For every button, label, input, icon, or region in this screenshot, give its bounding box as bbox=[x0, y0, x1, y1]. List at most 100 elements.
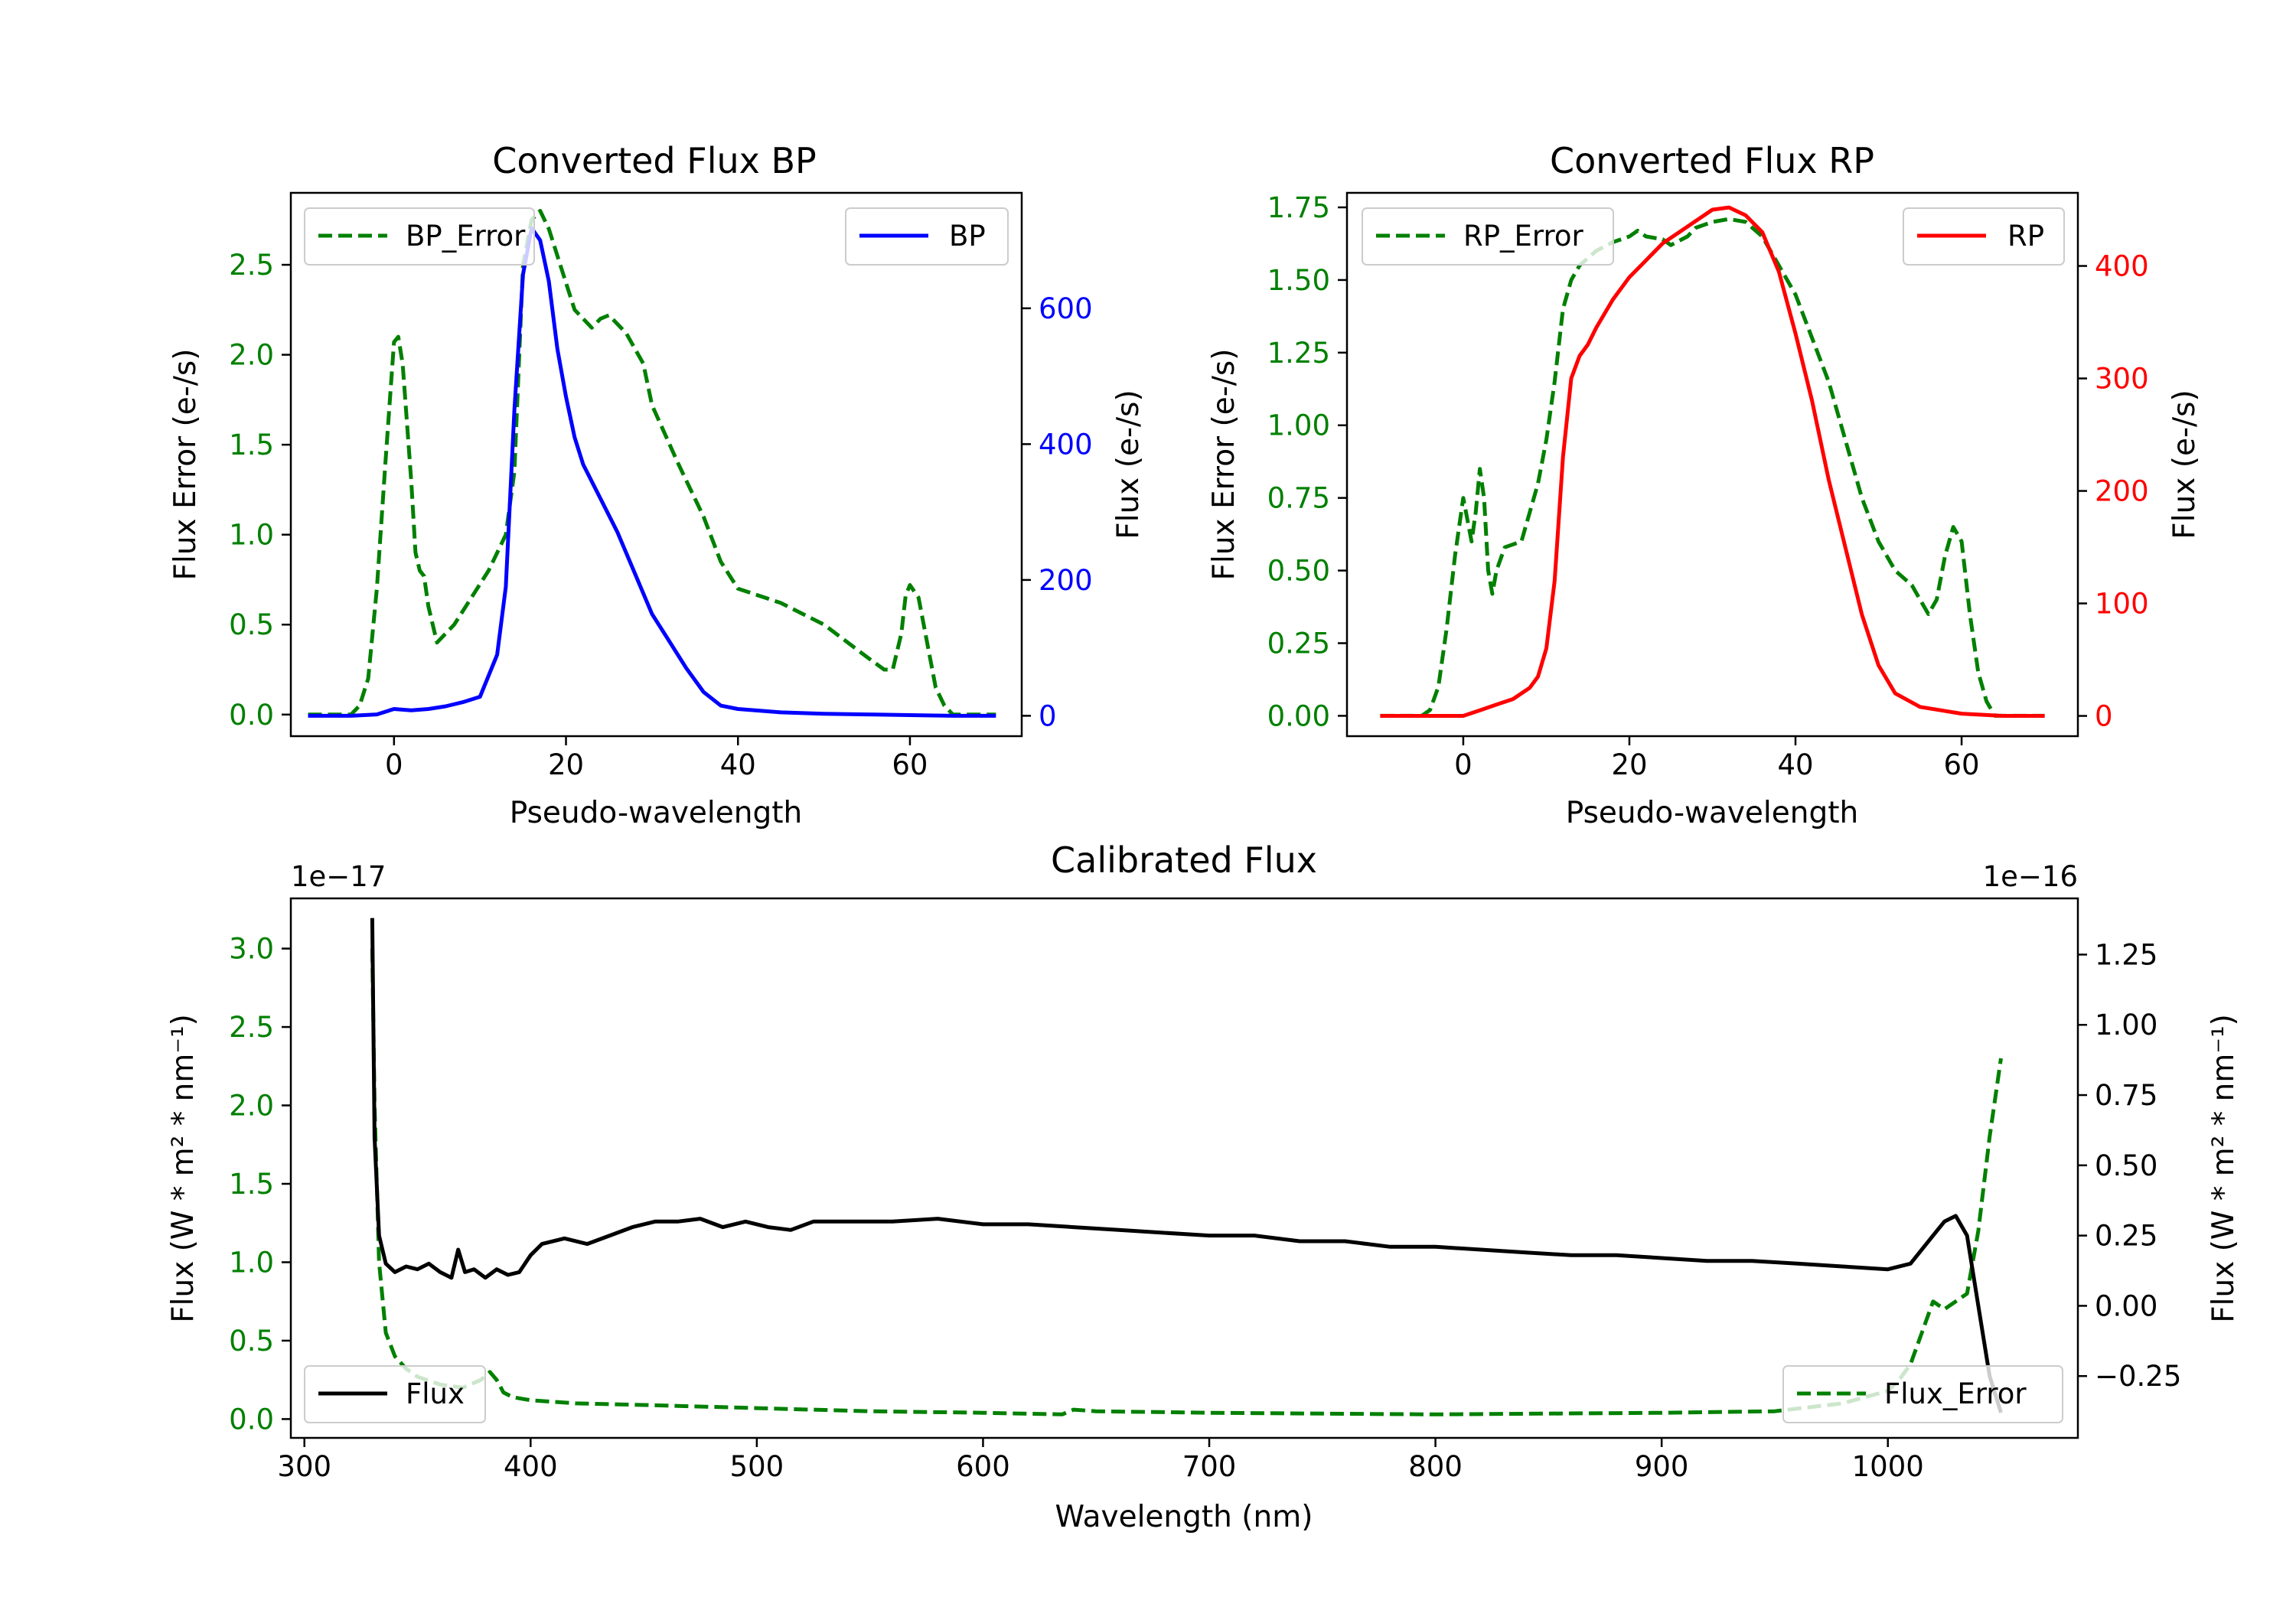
bp-x-tick-label: 0 bbox=[385, 748, 403, 781]
rp-y-right-ticks: 0 100 200 300 400 bbox=[2078, 250, 2149, 733]
cal-x-axis-label: Wavelength (nm) bbox=[1055, 1500, 1313, 1534]
cal-y-left-offset: 1e−17 bbox=[291, 860, 386, 893]
rp-title: Converted Flux RP bbox=[1550, 140, 1874, 181]
bp-panel: Converted Flux BP 0 20 40 60 0.0 0.5 1.0 1.5 2.… bbox=[168, 140, 1146, 830]
rp-x-tick-label: 40 bbox=[1777, 748, 1813, 781]
bp-x-tick-label: 20 bbox=[548, 748, 584, 781]
cal-y-left-tick-label: 0.5 bbox=[229, 1325, 274, 1358]
rp-lines bbox=[1380, 205, 2045, 718]
rp-y-right-tick-label: 0 bbox=[2095, 700, 2113, 733]
cal-series-flux bbox=[370, 918, 2003, 1413]
bp-x-axis-label: Pseudo-wavelength bbox=[510, 796, 802, 830]
rp-y-left-tick-label: 1.75 bbox=[1267, 191, 1330, 224]
cal-x-tick-label: 600 bbox=[956, 1450, 1010, 1483]
cal-y-left-tick-label: 1.5 bbox=[229, 1168, 274, 1201]
rp-x-tick-label: 0 bbox=[1454, 748, 1473, 781]
cal-lines bbox=[370, 918, 2003, 1416]
rp-plot-frame bbox=[1345, 191, 2079, 738]
bp-lines bbox=[308, 209, 996, 718]
rp-y-left-tick-label: 0.25 bbox=[1267, 627, 1330, 660]
rp-y-left-axis-label: Flux Error (e-/s) bbox=[1207, 349, 1241, 581]
bp-legend-error: BP_Error bbox=[304, 207, 535, 266]
cal-y-right-offset: 1e−16 bbox=[1983, 860, 2078, 893]
rp-y-left-tick-label: 0.00 bbox=[1267, 699, 1330, 732]
bp-x-tick-label: 40 bbox=[720, 748, 756, 781]
cal-y-right-tick-label: −0.25 bbox=[2095, 1360, 2181, 1393]
bp-y-right-tick-label: 200 bbox=[1039, 564, 1093, 597]
bp-title: Converted Flux BP bbox=[492, 140, 817, 181]
cal-x-tick-label: 300 bbox=[277, 1450, 331, 1483]
rp-y-left-tick-label: 1.00 bbox=[1267, 409, 1330, 442]
bp-y-right-ticks: 0 200 400 600 bbox=[1022, 292, 1093, 732]
rp-y-right-tick-label: 100 bbox=[2095, 588, 2149, 621]
bp-y-left-tick-label: 2.5 bbox=[229, 249, 274, 282]
cal-y-left-tick-label: 3.0 bbox=[229, 933, 274, 966]
rp-legend-flux: RP bbox=[1903, 207, 2065, 266]
cal-y-left-tick-label: 0.0 bbox=[229, 1403, 274, 1436]
cal-legend-flux: Flux bbox=[304, 1365, 486, 1423]
bp-y-right-tick-label: 600 bbox=[1039, 292, 1093, 325]
cal-x-tick-label: 500 bbox=[730, 1450, 784, 1483]
rp-y-right-tick-label: 400 bbox=[2095, 250, 2149, 283]
cal-x-ticks: 300 400 500 600 700 800 900 1000 bbox=[277, 1438, 1924, 1483]
cal-y-right-tick-label: 0.50 bbox=[2095, 1149, 2157, 1182]
rp-series-rp bbox=[1380, 205, 2045, 718]
rp-y-left-tick-label: 1.50 bbox=[1267, 264, 1330, 297]
cal-x-tick-label: 900 bbox=[1635, 1450, 1689, 1483]
bp-legend-flux-label: BP bbox=[949, 220, 986, 253]
bp-legend-error-label: BP_Error bbox=[406, 220, 526, 253]
cal-x-tick-label: 400 bbox=[504, 1450, 558, 1483]
rp-y-right-tick-label: 300 bbox=[2095, 363, 2149, 396]
cal-legend-error: Flux_Error bbox=[1782, 1365, 2063, 1423]
bp-x-tick-label: 60 bbox=[892, 748, 928, 781]
cal-plot-frame bbox=[289, 897, 2079, 1439]
cal-x-tick-label: 800 bbox=[1408, 1450, 1463, 1483]
bp-y-left-tick-label: 0.0 bbox=[229, 699, 274, 732]
rp-y-right-axis-label: Flux (e-/s) bbox=[2167, 390, 2202, 539]
bp-y-right-tick-label: 0 bbox=[1039, 699, 1057, 732]
cal-y-left-tick-label: 1.0 bbox=[229, 1246, 274, 1279]
cal-y-left-tick-label: 2.5 bbox=[229, 1011, 274, 1044]
rp-panel: Converted Flux RP 0 20 40 60 0.000.250.500.… bbox=[1207, 140, 2202, 830]
bp-series-bp-error bbox=[308, 209, 996, 717]
cal-title: Calibrated Flux bbox=[1051, 839, 1317, 881]
cal-y-left-ticks: 0.0 0.5 1.0 1.5 2.0 2.5 3.0 bbox=[229, 933, 291, 1436]
cal-y-right-axis-label: Flux (W * m² * nm⁻¹) bbox=[2206, 1014, 2241, 1323]
cal-legend-error-box bbox=[1782, 1365, 2063, 1423]
cal-y-left-axis-label: Flux (W * m² * nm⁻¹) bbox=[166, 1014, 201, 1323]
rp-y-left-tick-label: 0.75 bbox=[1267, 482, 1330, 515]
rp-legend-flux-label: RP bbox=[2007, 220, 2044, 253]
rp-y-left-tick-label: 1.25 bbox=[1267, 337, 1330, 370]
bp-y-left-tick-label: 2.0 bbox=[229, 339, 274, 372]
cal-legend-error-label: Flux_Error bbox=[1884, 1377, 2027, 1410]
rp-y-left-tick-label: 0.50 bbox=[1267, 555, 1330, 588]
rp-x-ticks: 0 20 40 60 bbox=[1454, 736, 1980, 781]
cal-y-right-ticks: −0.25 0.00 0.25 0.50 0.75 1.00 1.25 bbox=[2078, 938, 2181, 1393]
calibrated-panel: Calibrated Flux 300 400 500 600 700 800 900 100… bbox=[166, 839, 2241, 1534]
bp-plot-frame bbox=[289, 191, 1023, 738]
rp-x-axis-label: Pseudo-wavelength bbox=[1566, 796, 1858, 830]
cal-legend-flux-box bbox=[304, 1365, 486, 1423]
bp-legend-error-box bbox=[304, 207, 535, 266]
bp-y-right-axis-label: Flux (e-/s) bbox=[1111, 390, 1146, 539]
bp-y-left-tick-label: 0.5 bbox=[229, 608, 274, 641]
rp-legend-error-label: RP_Error bbox=[1463, 220, 1583, 253]
rp-y-right-tick-label: 200 bbox=[2095, 475, 2149, 508]
cal-series-flux-error bbox=[370, 948, 2003, 1416]
rp-legend-error: RP_Error bbox=[1362, 207, 1614, 266]
cal-x-tick-label: 700 bbox=[1182, 1450, 1237, 1483]
bp-y-left-tick-label: 1.0 bbox=[229, 519, 274, 552]
cal-y-right-tick-label: 0.25 bbox=[2095, 1220, 2157, 1253]
bp-y-right-tick-label: 400 bbox=[1039, 428, 1093, 461]
rp-series-rp-error bbox=[1380, 217, 2045, 718]
bp-x-ticks: 0 20 40 60 bbox=[385, 736, 928, 781]
rp-y-left-ticks: 0.00 0.25 0.50 0.75 1.00 1.25 1.50 1.75 bbox=[1267, 191, 1347, 732]
bp-legend-flux: BP bbox=[845, 207, 1009, 266]
cal-y-left-tick-label: 2.0 bbox=[229, 1090, 274, 1123]
cal-y-right-tick-label: 0.75 bbox=[2095, 1079, 2157, 1112]
cal-y-right-tick-label: 0.00 bbox=[2095, 1289, 2157, 1322]
cal-legend-flux-label: Flux bbox=[406, 1377, 465, 1410]
cal-y-right-tick-label: 1.25 bbox=[2095, 938, 2157, 971]
cal-y-right-tick-label: 1.00 bbox=[2095, 1009, 2157, 1041]
